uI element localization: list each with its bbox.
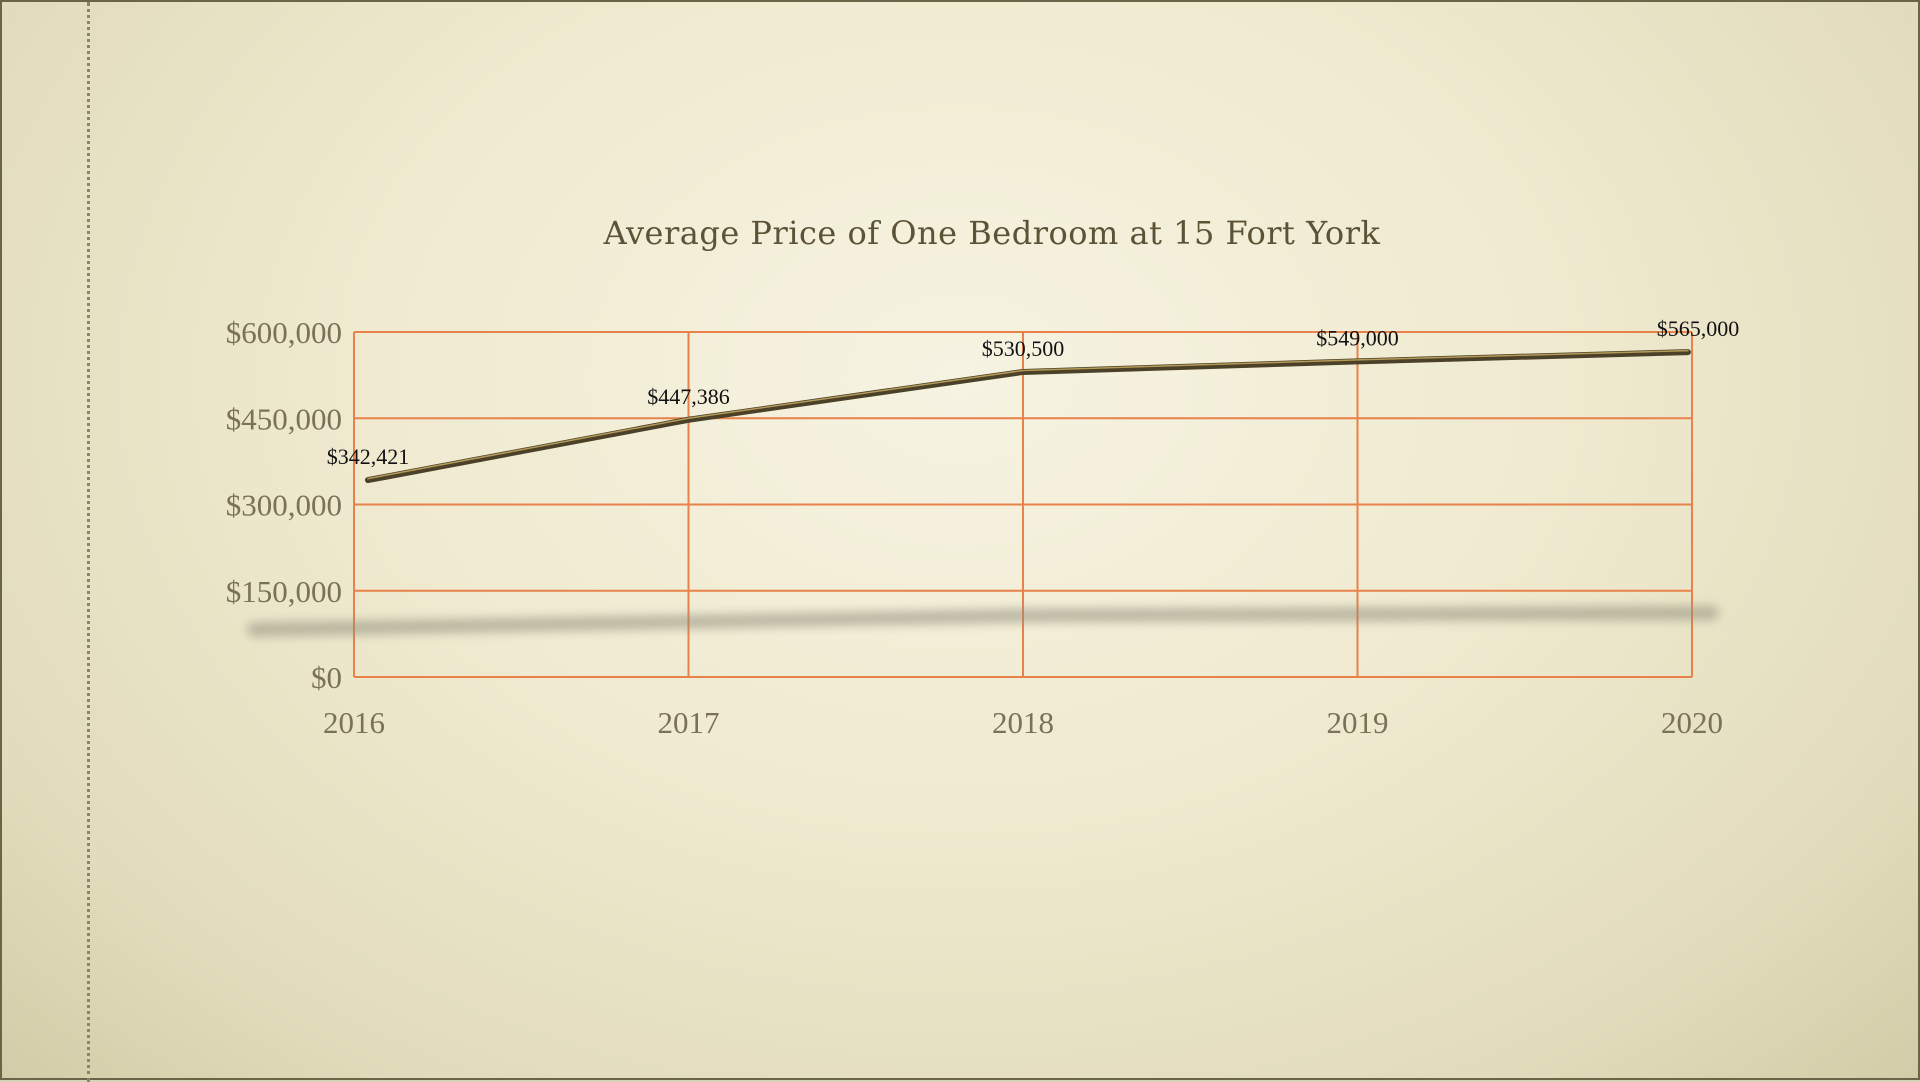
series-line-layer <box>368 351 1688 480</box>
x-tick-label-4: 2020 <box>1661 705 1723 740</box>
x-tick-label-3: 2019 <box>1327 705 1389 740</box>
y-tick-label-1: $150,000 <box>226 574 342 609</box>
line-shadow-layer <box>254 613 1712 630</box>
x-axis-tick-labels: 2016 2017 2018 2019 2020 <box>323 705 1723 740</box>
data-label-2017: $447,386 <box>647 384 730 409</box>
series-line-shadow <box>254 613 1712 630</box>
x-tick-label-0: 2016 <box>323 705 385 740</box>
y-tick-label-3: $450,000 <box>226 401 342 436</box>
x-tick-label-2: 2018 <box>992 705 1054 740</box>
x-tick-label-1: 2017 <box>658 705 720 740</box>
y-axis-tick-labels: $0 $150,000 $300,000 $450,000 $600,000 <box>226 315 342 695</box>
series-line <box>368 352 1688 480</box>
series-line-highlight <box>368 351 1688 479</box>
data-label-2020: $565,000 <box>1657 316 1740 341</box>
data-label-2018: $530,500 <box>982 336 1065 361</box>
data-label-2016: $342,421 <box>327 444 410 469</box>
y-tick-label-0: $0 <box>311 660 342 695</box>
y-tick-label-2: $300,000 <box>226 488 342 523</box>
data-label-2019: $549,000 <box>1316 325 1399 350</box>
y-tick-label-4: $600,000 <box>226 315 342 350</box>
